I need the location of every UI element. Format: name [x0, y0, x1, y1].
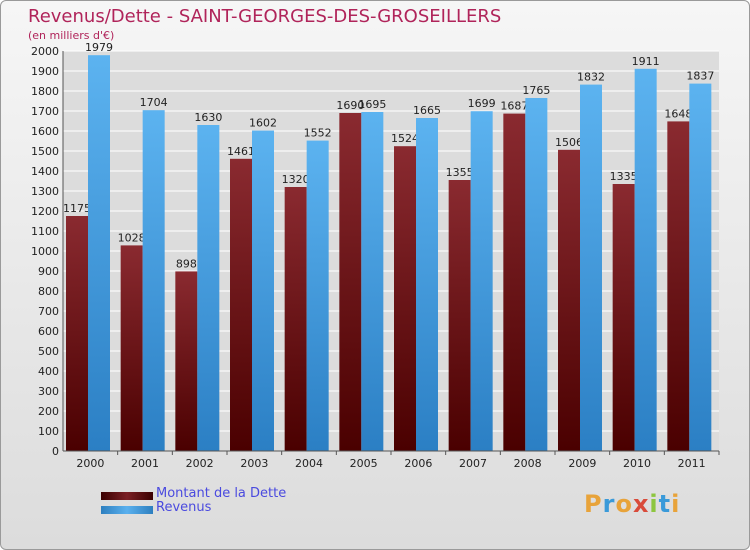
y-tick-label: 800	[38, 285, 59, 298]
bar-dette	[175, 271, 198, 451]
bar-revenus	[197, 125, 220, 451]
bar-dette	[120, 245, 143, 451]
y-tick-label: 500	[38, 345, 59, 358]
legend-swatch-revenus	[101, 506, 153, 514]
x-tick-label: 2005	[350, 457, 378, 470]
data-label-revenus: 1665	[413, 104, 441, 117]
data-label-revenus: 1699	[468, 97, 496, 110]
y-tick-label: 1200	[31, 205, 59, 218]
x-tick-label: 2009	[568, 457, 596, 470]
y-tick-label: 1700	[31, 105, 59, 118]
bar-dette	[558, 149, 580, 452]
bar-dette	[448, 180, 471, 451]
bar-revenus	[361, 112, 384, 451]
bar-dette	[66, 216, 88, 451]
y-tick-label: 1500	[31, 145, 59, 158]
bar-dette	[394, 146, 416, 451]
data-label-dette: 1461	[227, 145, 255, 158]
bar-revenus	[88, 55, 110, 451]
x-tick-label: 2008	[514, 457, 542, 470]
data-label-dette: 1028	[118, 231, 146, 244]
data-label-dette: 1335	[610, 170, 638, 183]
bar-dette	[503, 113, 526, 451]
legend-swatch-dette	[101, 492, 153, 500]
data-label-revenus: 1704	[140, 96, 168, 109]
y-tick-label: 400	[38, 365, 59, 378]
data-label-dette: 1355	[446, 166, 474, 179]
y-tick-label: 200	[38, 405, 59, 418]
chart-subtitle: (en milliers d'€)	[28, 29, 115, 42]
bar-revenus	[470, 111, 493, 451]
bar-revenus	[306, 140, 329, 451]
logo-letter: x	[632, 490, 650, 518]
data-label-dette: 1690	[336, 99, 364, 112]
logo-letter: o	[615, 490, 633, 518]
bar-dette	[667, 121, 690, 452]
x-tick-label: 2000	[76, 457, 104, 470]
logo-letter: i	[671, 490, 681, 518]
y-tick-label: 1600	[31, 125, 59, 138]
logo-letter: P	[584, 490, 603, 518]
y-tick-label: 1900	[31, 65, 59, 78]
logo-letter: i	[649, 490, 659, 518]
data-label-dette: 1506	[555, 136, 583, 149]
data-label-dette: 898	[176, 257, 197, 270]
x-tick-label: 2002	[186, 457, 214, 470]
x-tick-label: 2010	[623, 457, 651, 470]
data-label-dette: 1175	[63, 202, 91, 215]
bar-dette	[339, 113, 362, 451]
y-tick-label: 1800	[31, 85, 59, 98]
y-tick-label: 1000	[31, 245, 59, 258]
x-tick-label: 2007	[459, 457, 487, 470]
data-label-revenus: 1765	[522, 84, 550, 97]
y-tick-label: 300	[38, 385, 59, 398]
y-tick-label: 600	[38, 325, 59, 338]
y-tick-label: 1400	[31, 165, 59, 178]
bar-revenus	[142, 110, 165, 451]
data-label-dette: 1320	[282, 173, 310, 186]
data-label-revenus: 1630	[194, 111, 222, 124]
data-label-dette: 1648	[664, 107, 692, 120]
bar-revenus	[580, 84, 602, 451]
y-tick-label: 1300	[31, 185, 59, 198]
data-label-dette: 1524	[391, 132, 419, 145]
x-tick-label: 2011	[678, 457, 706, 470]
data-label-revenus: 1602	[249, 117, 277, 130]
chart-title: Revenus/Dette - SAINT-GEORGES-DES-GROSEI…	[28, 6, 502, 27]
data-label-revenus: 1695	[358, 98, 386, 111]
bar-dette	[284, 187, 307, 451]
x-tick-label: 2004	[295, 457, 323, 470]
data-label-revenus: 1832	[577, 71, 605, 84]
proxiti-logo: Proxiti	[584, 490, 680, 518]
data-label-revenus: 1837	[686, 70, 714, 83]
data-label-revenus: 1979	[85, 41, 113, 54]
data-label-revenus: 1552	[304, 127, 332, 140]
bar-dette	[612, 184, 635, 451]
x-tick-label: 2003	[240, 457, 268, 470]
legend-label-dette: Montant de la Dette	[156, 486, 287, 501]
y-tick-label: 100	[38, 425, 59, 438]
y-tick-label: 2000	[31, 45, 59, 58]
data-label-revenus: 1911	[632, 55, 660, 68]
bar-revenus	[689, 83, 712, 451]
y-tick-label: 1100	[31, 225, 59, 238]
legend-label-revenus: Revenus	[156, 500, 212, 515]
bar-revenus	[252, 130, 274, 451]
bar-dette	[230, 158, 252, 452]
y-tick-label: 0	[52, 445, 59, 458]
bar-revenus	[525, 98, 548, 451]
y-tick-label: 700	[38, 305, 59, 318]
logo-letter: r	[602, 490, 616, 518]
x-tick-label: 2006	[404, 457, 432, 470]
x-tick-label: 2001	[131, 457, 159, 470]
bar-revenus	[634, 68, 657, 452]
data-label-dette: 1687	[500, 100, 528, 113]
logo-letter: t	[658, 490, 672, 518]
bar-revenus	[416, 118, 438, 451]
y-tick-label: 900	[38, 265, 59, 278]
